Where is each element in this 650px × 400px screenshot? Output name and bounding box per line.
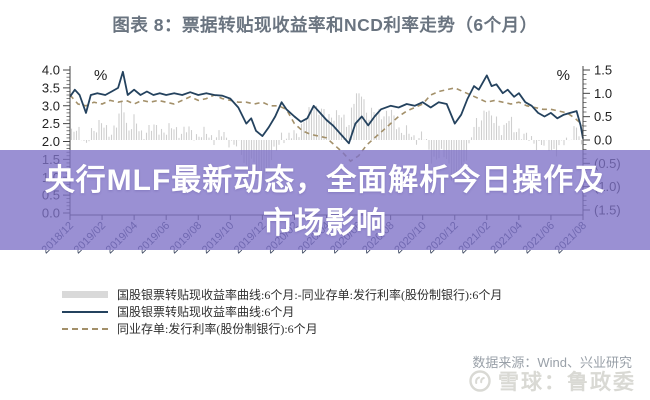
legend-item: 国股银票转贴现收益率曲线:6个月:-同业存单:发行利率(股份制银行):6个月 [62, 288, 503, 302]
legend-item: 国股银票转贴现收益率曲线:6个月 [62, 305, 502, 319]
bill-yield-line [69, 70, 584, 145]
svg-text:%: % [94, 67, 107, 84]
data-source-label: 数据来源：Wind、兴业研究 [472, 355, 632, 370]
svg-text:%: % [557, 67, 570, 84]
legend-solid-line-swatch-icon [62, 310, 108, 313]
chart-title: 图表 8：票据转贴现收益率和NCD利率走势（6个月） [112, 15, 538, 35]
svg-text:1.5: 1.5 [594, 62, 612, 77]
headline-overlay-banner: 央行MLF最新动态，全面解析今日操作及 市场影响 [0, 150, 650, 250]
headline-line-2: 市场影响 [263, 207, 387, 240]
legend-label: 国股银票转贴现收益率曲线:6个月:-同业存单:发行利率(股份制银行):6个月 [117, 288, 503, 302]
headline-line-1: 央行MLF最新动态，全面解析今日操作及 [44, 164, 606, 197]
svg-text:1.0: 1.0 [594, 86, 612, 101]
ncd-rate-line [69, 87, 584, 163]
svg-text:3.0: 3.0 [42, 98, 60, 113]
legend-label: 国股银票转贴现收益率曲线:6个月 [117, 305, 295, 319]
xueqiu-logo-icon [469, 370, 491, 392]
legend-label: 同业存单:发行利率(股份制银行):6个月 [117, 322, 318, 336]
svg-text:2.0: 2.0 [42, 134, 60, 149]
legend-bar-swatch-icon [62, 291, 108, 298]
svg-text:2.5: 2.5 [42, 116, 60, 131]
svg-text:0.0: 0.0 [594, 133, 612, 148]
chart-legend: 国股银票转贴现收益率曲线:6个月:-同业存单:发行利率(股份制银行):6个月 国… [62, 288, 502, 339]
watermark: 雪球：鲁政委 [468, 366, 636, 396]
legend-item: 同业存单:发行利率(股份制银行):6个月 [62, 322, 502, 336]
watermark-text: 雪球：鲁政委 [498, 371, 636, 394]
svg-text:4.0: 4.0 [42, 63, 60, 78]
svg-text:3.5: 3.5 [42, 80, 60, 95]
legend-dashed-line-swatch-icon [62, 327, 108, 330]
svg-text:0.5: 0.5 [594, 109, 612, 124]
